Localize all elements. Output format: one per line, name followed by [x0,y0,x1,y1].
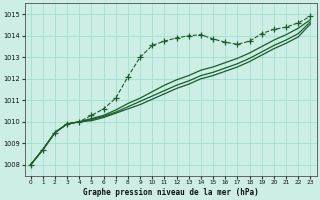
X-axis label: Graphe pression niveau de la mer (hPa): Graphe pression niveau de la mer (hPa) [83,188,258,197]
